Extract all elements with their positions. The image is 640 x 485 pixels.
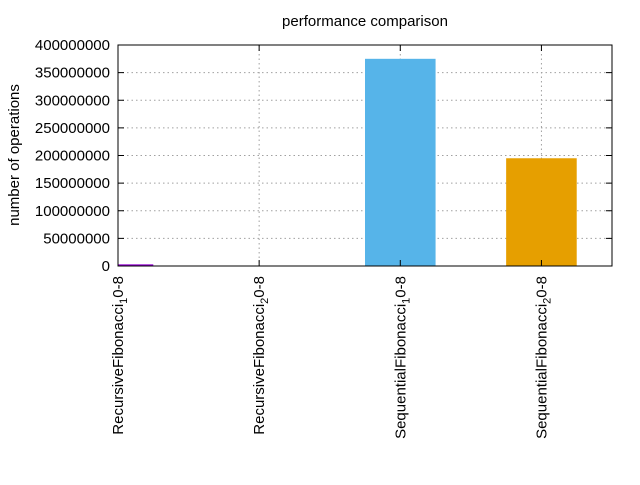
y-tick-label: 0 — [102, 258, 110, 275]
axes-layer — [117, 44, 613, 267]
y-tick-label: 200000000 — [35, 148, 110, 165]
y-tick-label: 50000000 — [43, 230, 110, 247]
chart-title: performance comparison — [282, 13, 448, 30]
plot-border — [117, 44, 613, 267]
y-tick-label: 300000000 — [35, 92, 110, 109]
x-tick-labels: RecursiveFibonacci10-8 RecursiveFibonacci… — [110, 276, 553, 439]
x-tick-label: SequentialFibonacci20-8 — [533, 276, 553, 439]
y-tick-labels: 0 50000000 100000000 150000000 200000000 2500… — [35, 37, 110, 275]
bar — [506, 158, 577, 266]
x-tick-label: RecursiveFibonacci20-8 — [251, 276, 271, 435]
y-axis-label: number of operations — [6, 84, 23, 226]
x-tick-label: RecursiveFibonacci10-8 — [110, 276, 130, 435]
grid-layer — [118, 45, 612, 266]
y-tick-label: 100000000 — [35, 203, 110, 220]
bars-layer — [118, 58, 577, 266]
x-tick-label: SequentialFibonacci10-8 — [392, 276, 412, 439]
y-tick-label: 150000000 — [35, 175, 110, 192]
y-tick-label: 400000000 — [35, 37, 110, 54]
y-tick-label: 350000000 — [35, 65, 110, 82]
bar — [118, 264, 154, 266]
bar — [365, 58, 436, 266]
y-tick-label: 250000000 — [35, 120, 110, 137]
